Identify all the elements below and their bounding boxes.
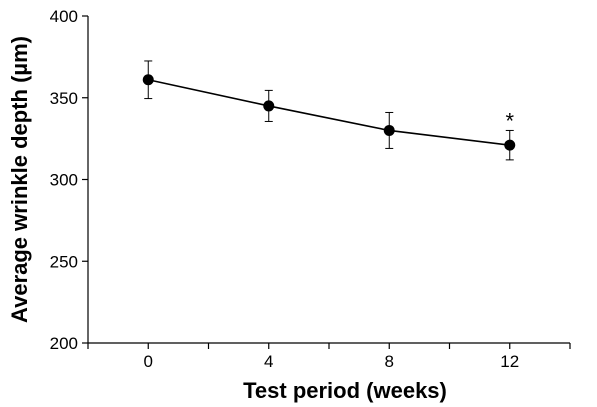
axes xyxy=(87,16,570,344)
data-point xyxy=(504,139,516,151)
annotations: * xyxy=(505,108,514,133)
x-tick-label: 12 xyxy=(500,352,519,371)
x-tick-label: 4 xyxy=(264,352,273,371)
data-point xyxy=(263,100,275,112)
x-tick-label: 8 xyxy=(385,352,394,371)
series xyxy=(142,60,516,161)
x-axis-title: Test period (weeks) xyxy=(243,378,447,403)
y-axis-title: Average wrinkle depth (µm) xyxy=(7,36,32,323)
data-point xyxy=(383,124,395,136)
significance-marker: * xyxy=(505,108,514,133)
y-tick-label: 350 xyxy=(50,89,78,108)
x-ticks: 0 4 8 12 xyxy=(87,343,571,371)
y-tick-label: 250 xyxy=(50,252,78,271)
y-tick-label: 400 xyxy=(50,7,78,26)
series-line xyxy=(148,78,510,146)
y-ticks: 200 250 300 350 400 xyxy=(50,7,88,353)
y-tick-label: 300 xyxy=(50,171,78,190)
data-point xyxy=(142,74,154,86)
y-tick-label: 200 xyxy=(50,334,78,353)
x-tick-label: 0 xyxy=(144,352,153,371)
